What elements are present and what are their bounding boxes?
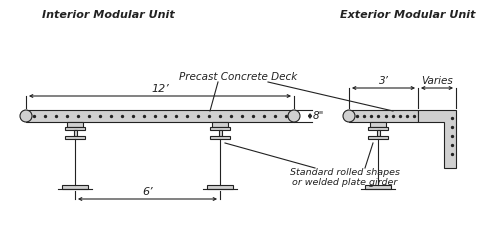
Bar <box>368 127 388 130</box>
Bar <box>26 110 294 122</box>
Polygon shape <box>418 110 456 168</box>
Bar <box>65 127 85 130</box>
Bar <box>365 185 391 189</box>
Text: Standard rolled shapes
or welded plate girder: Standard rolled shapes or welded plate g… <box>290 168 400 187</box>
Circle shape <box>20 110 32 122</box>
Text: Varies: Varies <box>421 76 453 86</box>
Bar <box>62 185 88 189</box>
Text: Exterior Modular Unit: Exterior Modular Unit <box>340 10 476 20</box>
Text: Interior Modular Unit: Interior Modular Unit <box>42 10 174 20</box>
Text: 12’: 12’ <box>151 84 169 94</box>
Bar <box>368 136 388 139</box>
Bar <box>218 130 222 136</box>
Bar <box>212 122 228 127</box>
Circle shape <box>343 110 355 122</box>
Bar <box>207 185 233 189</box>
Bar <box>370 122 386 127</box>
Bar <box>349 110 418 122</box>
Text: 3’: 3’ <box>378 76 388 86</box>
Bar <box>210 136 230 139</box>
Bar <box>67 122 83 127</box>
Text: 8": 8" <box>313 111 324 121</box>
Text: 6’: 6’ <box>142 187 153 197</box>
Bar <box>65 136 85 139</box>
Bar <box>210 127 230 130</box>
Circle shape <box>288 110 300 122</box>
Bar <box>74 130 76 136</box>
Text: Precast Concrete Deck: Precast Concrete Deck <box>179 72 297 82</box>
Bar <box>376 130 380 136</box>
